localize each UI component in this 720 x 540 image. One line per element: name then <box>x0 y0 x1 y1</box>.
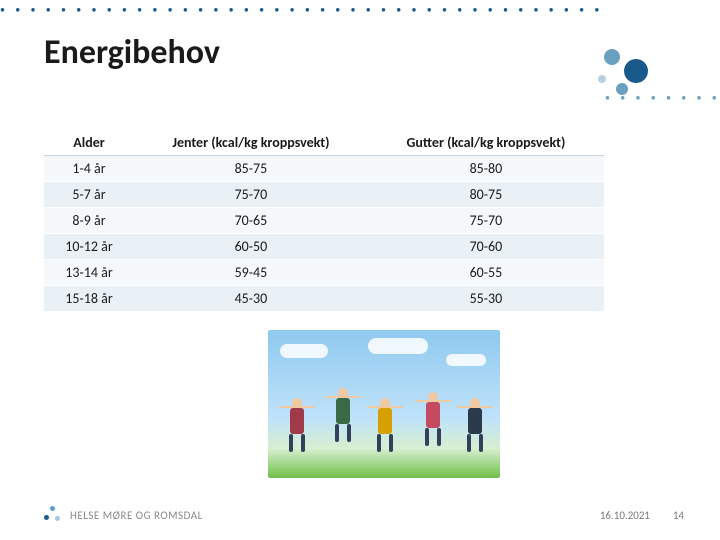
decorative-circles-icon <box>594 45 664 95</box>
logo-text: HELSE MØRE OG ROMSDAL <box>70 509 203 522</box>
table-header-row: Alder Jenter (kcal/kg kroppsvekt) Gutter… <box>44 130 604 156</box>
energy-needs-table: Alder Jenter (kcal/kg kroppsvekt) Gutter… <box>44 130 604 312</box>
col-header-boys: Gutter (kcal/kg kroppsvekt) <box>368 130 604 156</box>
cell-age: 5-7 år <box>44 182 134 208</box>
footer-page-number: 14 <box>673 509 684 522</box>
cell-girls: 75-70 <box>134 182 368 208</box>
cell-age: 1-4 år <box>44 156 134 182</box>
footer-logo: HELSE MØRE OG ROMSDAL <box>44 506 203 524</box>
table-row: 8-9 år 70-65 75-70 <box>44 208 604 234</box>
cell-age: 8-9 år <box>44 208 134 234</box>
cell-age: 13-14 år <box>44 260 134 286</box>
cell-boys: 70-60 <box>368 234 604 260</box>
table-row: 10-12 år 60-50 70-60 <box>44 234 604 260</box>
cell-age: 15-18 år <box>44 286 134 312</box>
cell-girls: 70-65 <box>134 208 368 234</box>
cell-boys: 80-75 <box>368 182 604 208</box>
cell-girls: 85-75 <box>134 156 368 182</box>
cell-age: 10-12 år <box>44 234 134 260</box>
cell-boys: 55-30 <box>368 286 604 312</box>
dotted-border-right: • • • • • • • • • • • • • • • • • • • • … <box>605 96 720 100</box>
footer-date: 16.10.2021 <box>600 509 650 522</box>
table-row: 13-14 år 59-45 60-55 <box>44 260 604 286</box>
table-row: 5-7 år 75-70 80-75 <box>44 182 604 208</box>
logo-dots-icon <box>44 506 62 524</box>
table-row: 15-18 år 45-30 55-30 <box>44 286 604 312</box>
table-row: 1-4 år 85-75 85-80 <box>44 156 604 182</box>
cell-girls: 60-50 <box>134 234 368 260</box>
children-jumping-photo <box>268 330 500 478</box>
slide: { "title": "Energibehov", "table": { "co… <box>0 0 720 540</box>
cell-girls: 45-30 <box>134 286 368 312</box>
cell-boys: 75-70 <box>368 208 604 234</box>
cell-boys: 85-80 <box>368 156 604 182</box>
cell-boys: 60-55 <box>368 260 604 286</box>
page-title: Energibehov <box>44 32 220 73</box>
col-header-girls: Jenter (kcal/kg kroppsvekt) <box>134 130 368 156</box>
cell-girls: 59-45 <box>134 260 368 286</box>
col-header-age: Alder <box>44 130 134 156</box>
dotted-border-top: • • • • • • • • • • • • • • • • • • • • … <box>0 8 605 12</box>
